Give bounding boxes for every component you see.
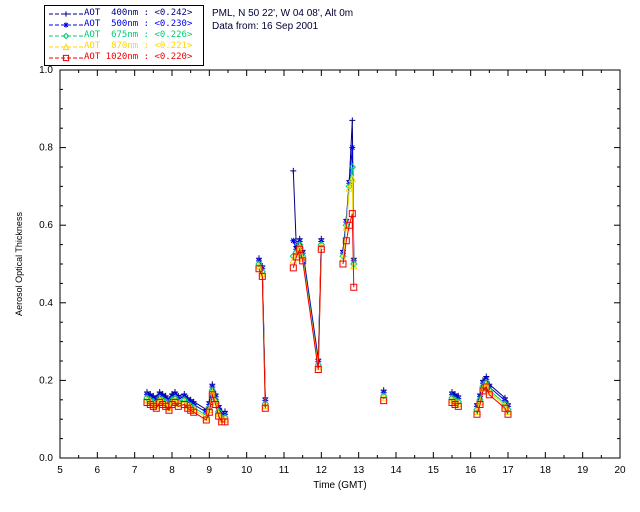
series-aot-1020nm	[143, 210, 512, 426]
x-tick-label: 6	[95, 465, 101, 476]
series-markers-aot-870nm	[143, 174, 512, 423]
legend-item-aot-1020nm: AOT 1020nm : <0.220>	[48, 52, 200, 63]
legend-sample-aot-400nm	[49, 10, 83, 17]
x-tick-label: 11	[279, 465, 290, 476]
x-axis: 5 6 7 8 9 10 11 12 13 14 15 16 17 18 19 20 Time (GMT)	[57, 70, 626, 491]
series-line-aot-870nm	[146, 178, 509, 420]
legend-marker-triangle-icon	[62, 42, 70, 50]
x-tick-label: 7	[132, 465, 138, 476]
header-location: PML, N 50 22', W 04 08', Alt 0m	[212, 8, 354, 19]
x-tick-label: 19	[577, 465, 589, 476]
x-tick-label: 8	[169, 465, 175, 476]
series-aot-870nm	[143, 174, 512, 423]
series-markers-aot-500nm	[144, 144, 511, 418]
x-tick-label: 17	[502, 465, 514, 476]
legend-label-aot-400nm: AOT 400nm : <0.242>	[84, 8, 193, 18]
series-line-aot-400nm	[146, 120, 509, 412]
y-tick-label: 0.8	[39, 143, 53, 154]
legend-marker-plus-icon	[63, 10, 69, 17]
legend-sample-aot-500nm	[49, 21, 83, 28]
series-line-aot-500nm	[146, 147, 509, 415]
legend-label-aot-675nm: AOT 675nm : <0.226>	[84, 30, 193, 40]
x-axis-title: Time (GMT)	[313, 480, 367, 491]
y-tick-label: 0.2	[39, 375, 53, 386]
y-tick-label: 0.4	[39, 298, 53, 309]
legend-sample-aot-675nm	[49, 32, 83, 39]
legend-marker-square-icon	[62, 54, 70, 61]
x-tick-label: 13	[353, 465, 365, 476]
legend-item-aot-400nm: AOT 400nm : <0.242>	[48, 8, 200, 19]
series-markers-aot-1020nm	[143, 210, 512, 426]
y-axis: 0.0 0.2 0.4 0.6 0.8 1.0 Aerosol Optical Thickn…	[14, 65, 620, 464]
legend-label-aot-500nm: AOT 500nm : <0.230>	[84, 19, 193, 29]
legend-marker-diamond-icon	[62, 32, 70, 39]
x-tick-label: 9	[207, 465, 213, 476]
legend-label-aot-870nm: AOT 870nm : <0.221>	[84, 41, 193, 51]
x-tick-label: 16	[465, 465, 477, 476]
series-aot-675nm	[143, 163, 512, 422]
legend-item-aot-870nm: AOT 870nm : <0.221>	[48, 41, 200, 52]
series-aot-400nm	[144, 117, 511, 415]
series-aot-500nm	[144, 144, 511, 418]
legend-label-aot-1020nm: AOT 1020nm : <0.220>	[84, 52, 193, 62]
series-line-aot-1020nm	[146, 213, 509, 423]
x-tick-label: 15	[428, 465, 440, 476]
x-tick-label: 12	[316, 465, 328, 476]
y-tick-label: 1.0	[39, 65, 53, 76]
legend-item-aot-500nm: AOT 500nm : <0.230>	[48, 19, 200, 30]
x-tick-label: 20	[614, 465, 626, 476]
legend-sample-aot-870nm	[49, 42, 83, 50]
y-tick-label: 0.6	[39, 220, 53, 231]
y-tick-label: 0.0	[39, 453, 53, 464]
y-axis-title: Aerosol Optical Thickness	[14, 212, 24, 316]
header: PML, N 50 22', W 04 08', Alt 0m Data fro…	[212, 7, 353, 33]
series-line-aot-675nm	[146, 166, 509, 418]
x-tick-label: 5	[57, 465, 63, 476]
x-tick-label: 18	[540, 465, 552, 476]
legend-box: AOT 400nm : <0.242> AOT 500nm : <0.230> AO…	[44, 5, 204, 66]
header-date: Data from: 16 Sep 2001	[212, 21, 319, 32]
legend-marker-asterisk-icon	[63, 21, 69, 28]
legend-sample-aot-1020nm	[49, 54, 83, 61]
series-markers-aot-400nm	[144, 117, 511, 415]
legend-item-aot-675nm: AOT 675nm : <0.226>	[48, 30, 200, 41]
x-tick-label: 14	[390, 465, 402, 476]
x-tick-label: 10	[241, 465, 253, 476]
series-markers-aot-675nm	[143, 163, 512, 422]
